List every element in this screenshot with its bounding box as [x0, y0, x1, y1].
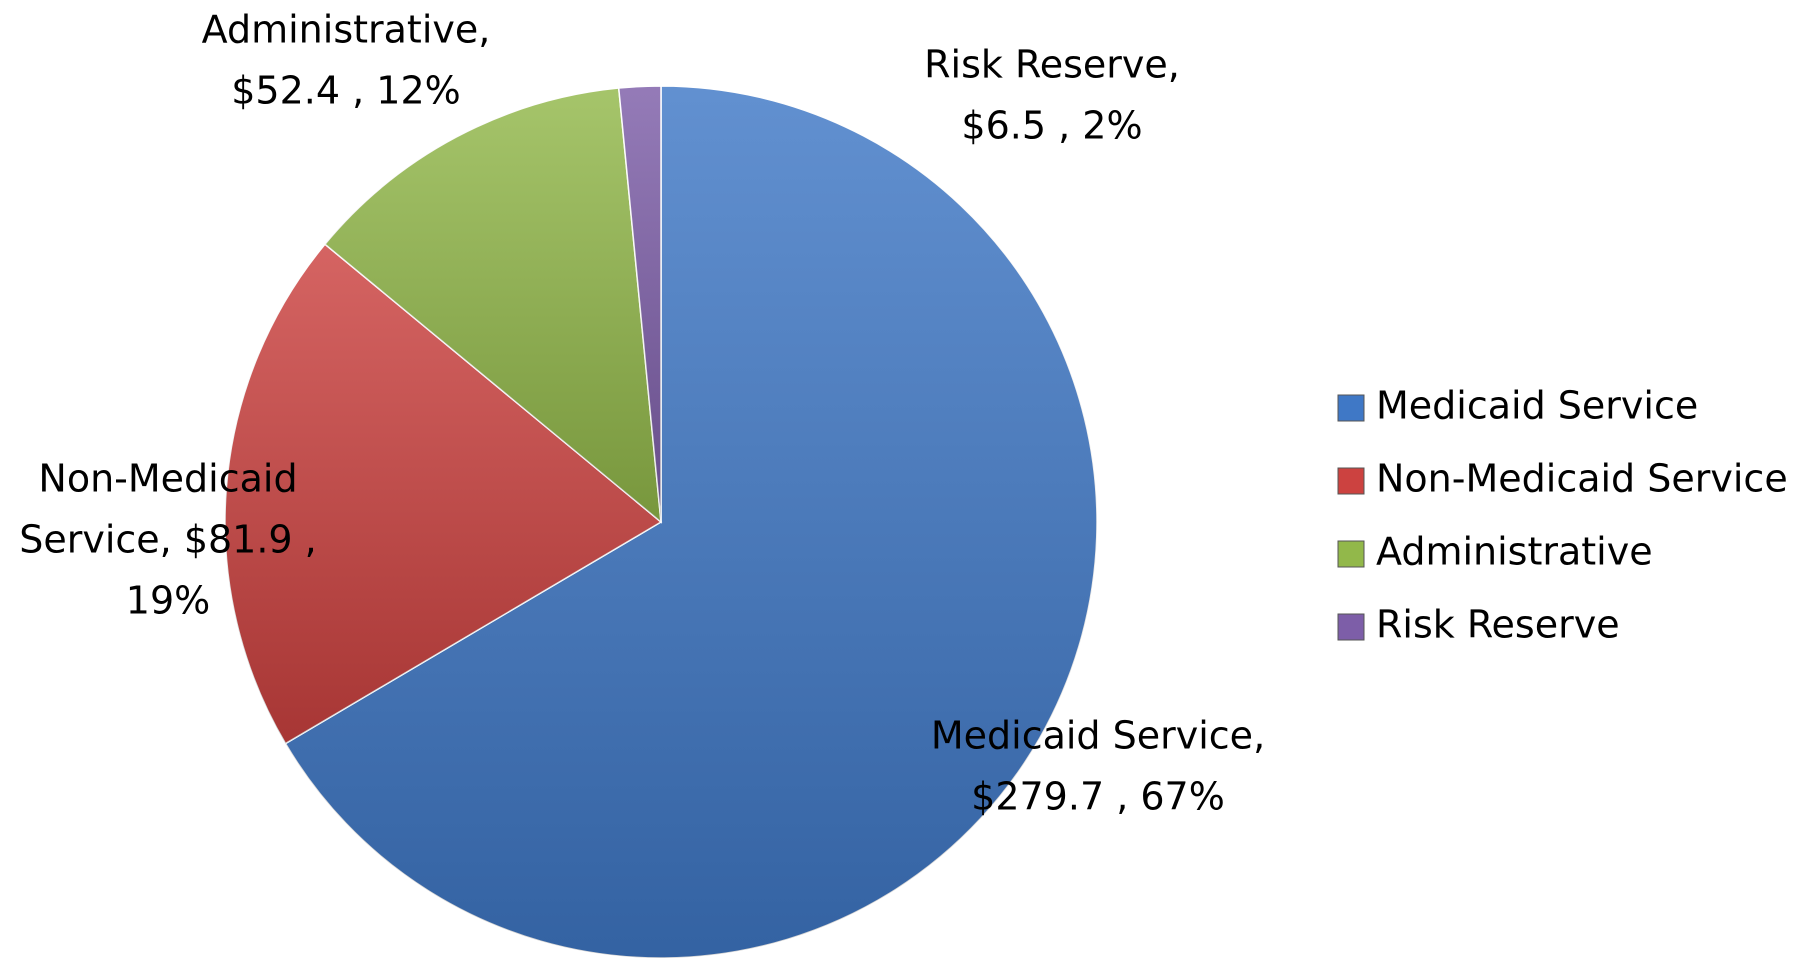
legend-label: Non-Medicaid Service [1376, 457, 1788, 501]
data-label: Administrative, [202, 8, 491, 52]
data-label: Risk Reserve, [924, 43, 1180, 87]
legend-swatch [1337, 467, 1365, 495]
legend-swatch [1337, 613, 1365, 641]
data-label: Medicaid Service, [931, 714, 1265, 758]
data-label: $279.7 , 67% [971, 775, 1225, 819]
data-label: $52.4 , 12% [231, 69, 460, 113]
legend-label: Administrative [1376, 530, 1653, 574]
legend-label: Risk Reserve [1376, 603, 1620, 647]
data-label: Non-Medicaid [38, 457, 297, 501]
slice-shade [324, 88, 661, 522]
slice-shade [225, 244, 661, 744]
data-label: 19% [126, 579, 210, 623]
slice-shade [285, 86, 1098, 958]
legend-swatch [1337, 394, 1365, 422]
data-label: $6.5 , 2% [961, 104, 1142, 148]
legend-label: Medicaid Service [1376, 384, 1698, 428]
slice-shade [618, 86, 661, 522]
data-label: Service, $81.9 , [19, 518, 317, 562]
legend-swatch [1337, 540, 1365, 568]
